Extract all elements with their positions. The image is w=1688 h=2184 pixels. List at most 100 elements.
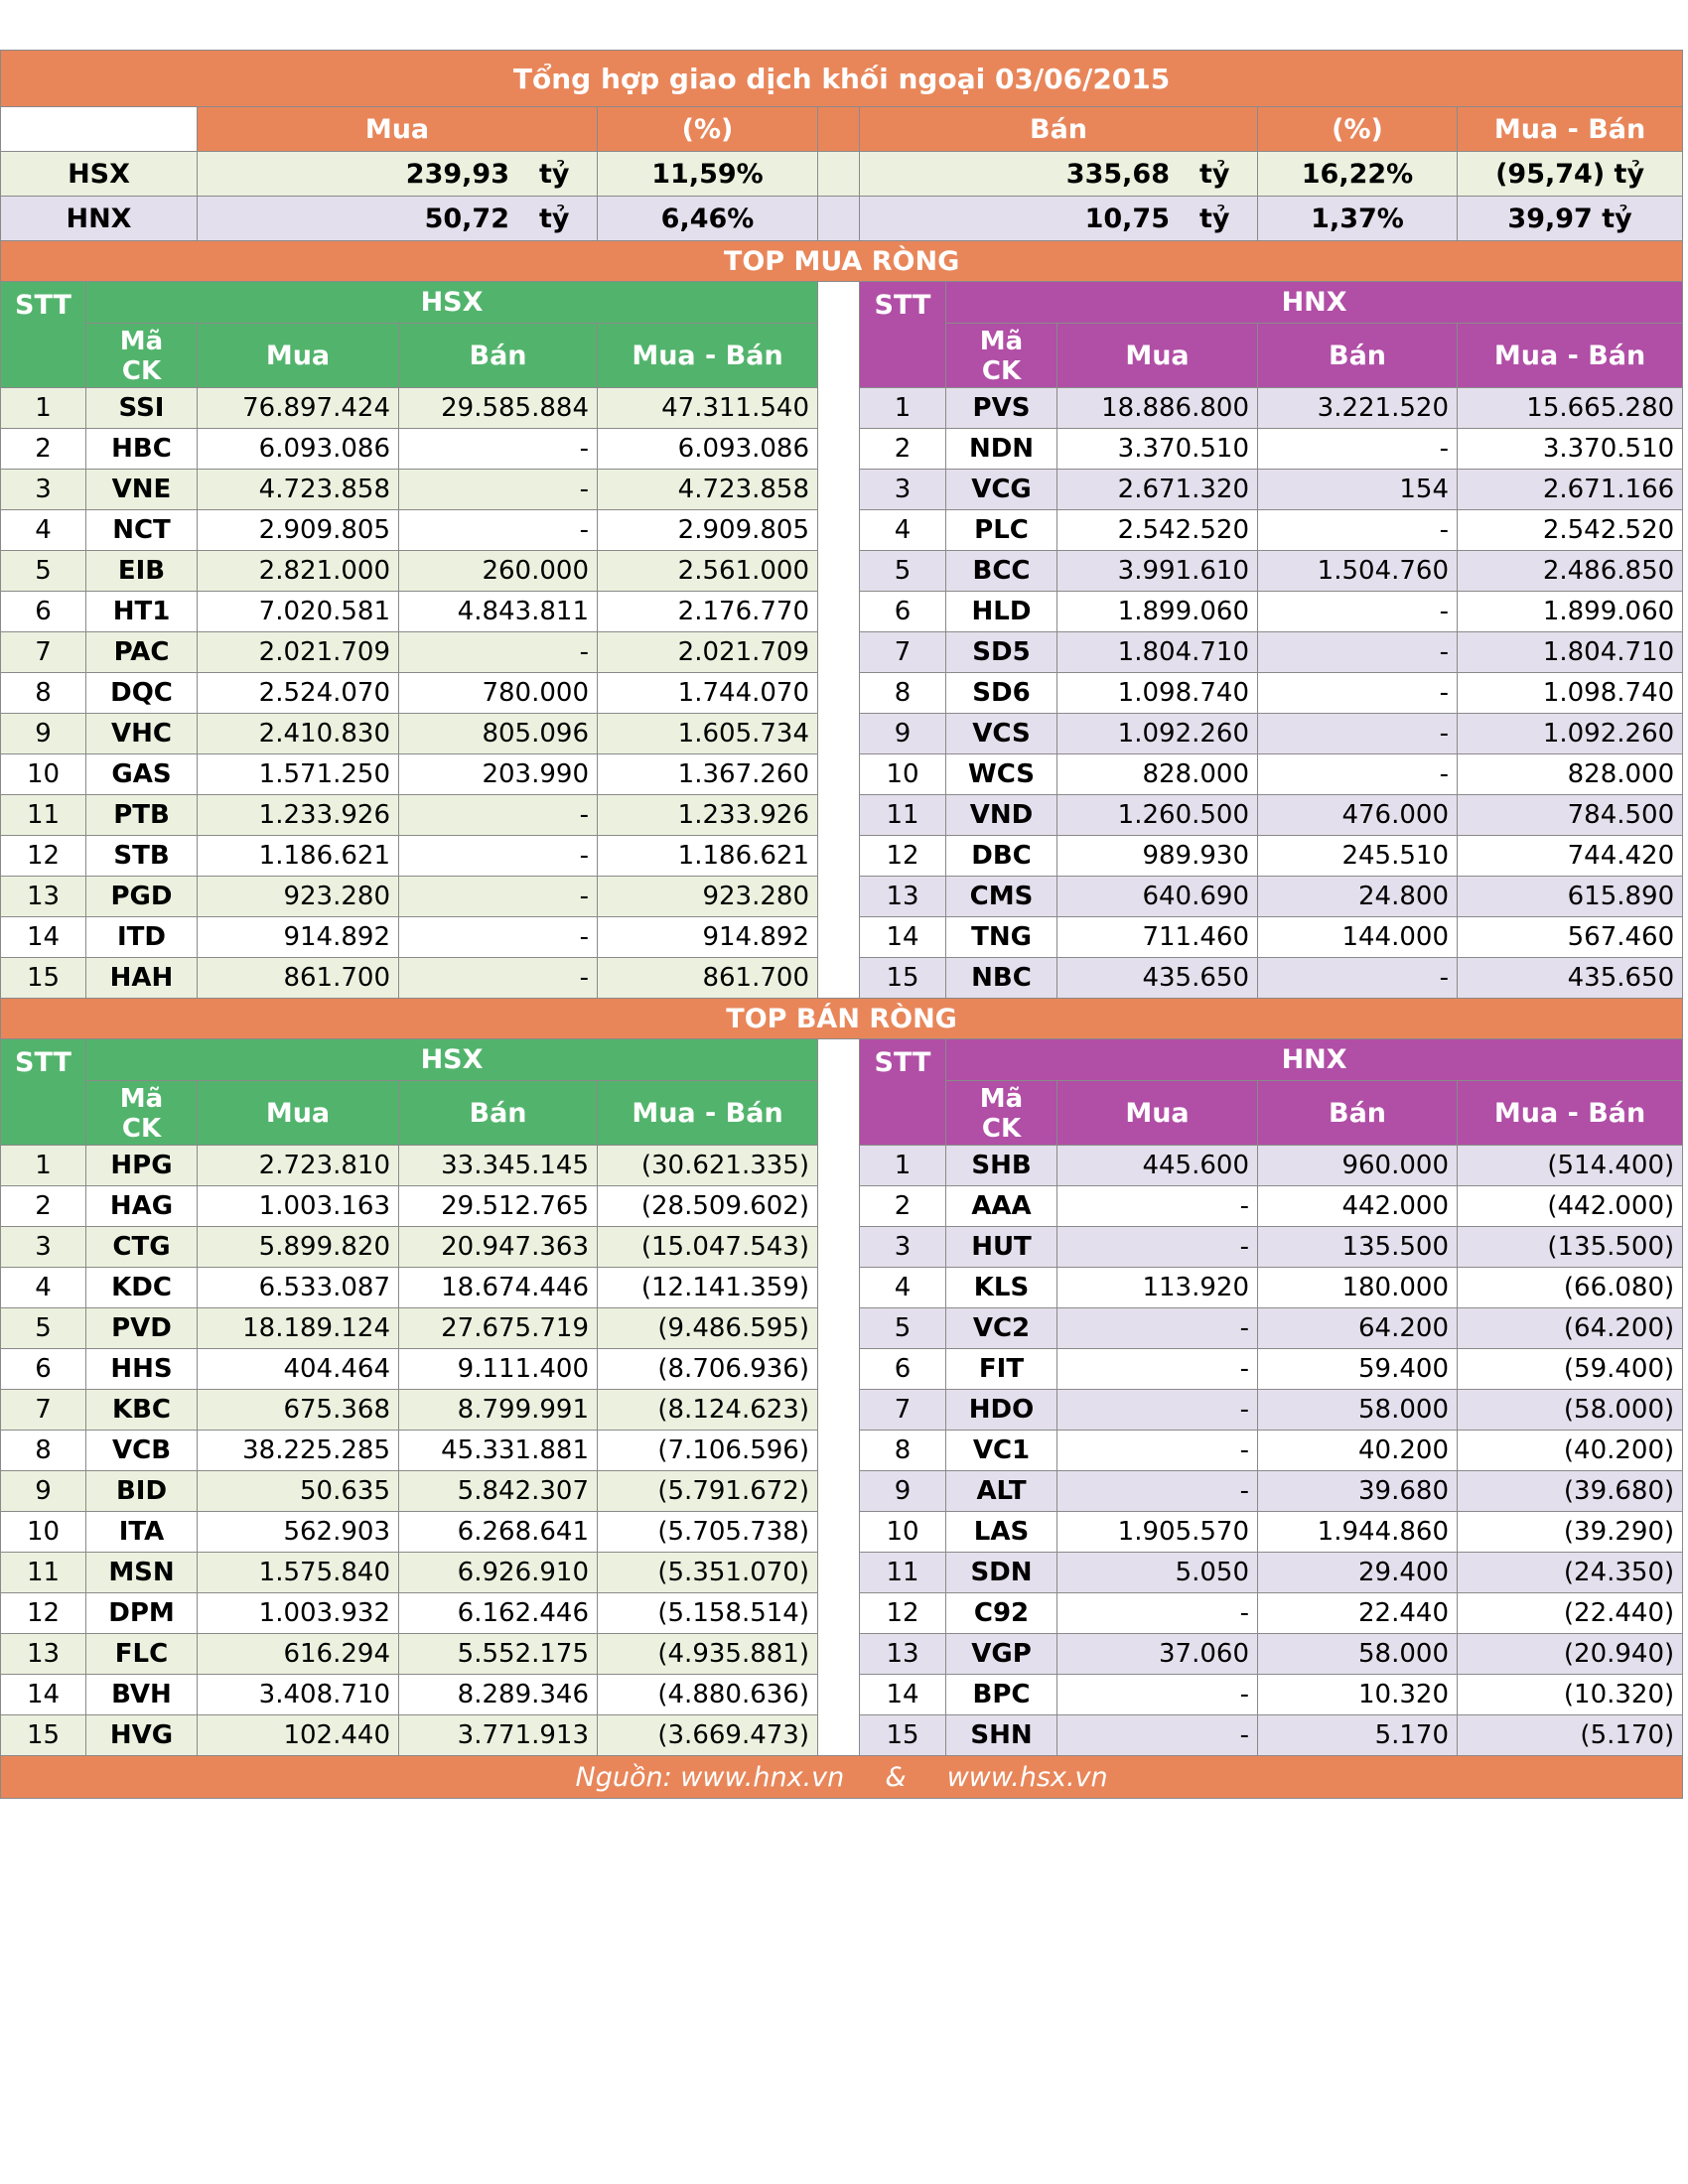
row-code: NDN — [945, 428, 1057, 470]
table-row: 2 HBC 6.093.086-6.093.086 2 NDN 3.370.510-3.3… — [0, 428, 1684, 470]
ma-header: Mã — [119, 1084, 164, 1114]
row-code: DBC — [945, 835, 1057, 877]
row-code: PLC — [945, 509, 1057, 551]
row-sell: 58.000 — [1257, 1389, 1458, 1431]
row-sell: - — [1257, 591, 1458, 632]
table-row: 12 DPM 1.003.932 6.162.446 (5.158.514) 12 C92-… — [0, 1592, 1684, 1634]
row-net: 4.723.858 — [597, 469, 818, 510]
row-code: PVD — [85, 1307, 198, 1349]
row-net: 1.233.926 — [597, 794, 818, 836]
row-sell: 59.400 — [1257, 1348, 1458, 1390]
row-sell: 442.000 — [1257, 1185, 1458, 1227]
row-sell: - — [398, 794, 598, 836]
row-code: WCS — [945, 753, 1057, 795]
row-stt: 1 — [0, 387, 86, 429]
row-buy: 6.093.086 — [197, 428, 399, 470]
row-buy: 2.524.070 — [197, 672, 399, 714]
row-net: (442.000) — [1456, 1185, 1684, 1227]
row-sell: - — [1257, 428, 1458, 470]
source-footer: Nguồn: www.hnx.vn & www.hsx.vn — [0, 1755, 1684, 1799]
row-code: VND — [945, 794, 1057, 836]
table-row: 15 HVG 102.440 3.771.913 (3.669.473) 15 SHN -5.… — [0, 1714, 1684, 1756]
top-buy-title-row: TOP MUA RÒNG — [0, 240, 1684, 282]
row-code: NCT — [85, 509, 198, 551]
column-gap — [817, 550, 860, 592]
row-code: FLC — [85, 1633, 198, 1675]
row-sell: - — [398, 469, 598, 510]
row-buy: 113.920 — [1056, 1267, 1258, 1308]
row-stt: 9 — [0, 713, 86, 754]
row-code: HPG — [85, 1145, 198, 1186]
row-net: (9.486.595) — [597, 1307, 818, 1349]
table-row: 13 PGD 923.280-923.280 13 CMS 640.690 24.800 61… — [0, 876, 1684, 917]
row-net: 2.671.166 — [1456, 469, 1684, 510]
table-row: 9 VHC 2.410.830 805.096 1.605.734 9 VCS 1.092.2… — [0, 713, 1684, 754]
column-gap — [817, 281, 860, 388]
column-gap — [817, 1185, 860, 1227]
row-stt: 7 — [859, 1389, 946, 1431]
row-net: 1.098.740 — [1456, 672, 1684, 714]
row-net: (39.290) — [1456, 1511, 1684, 1553]
row-code: EIB — [85, 550, 198, 592]
row-code: HBC — [85, 428, 198, 470]
row-code: VCS — [945, 713, 1057, 754]
row-sell: 33.345.145 — [398, 1145, 598, 1186]
row-sell: - — [1257, 713, 1458, 754]
column-gap — [817, 1226, 860, 1268]
ck-header: CK — [981, 356, 1022, 386]
row-net: (3.669.473) — [597, 1714, 818, 1756]
row-net: (514.400) — [1456, 1145, 1684, 1186]
row-buy: 1.003.163 — [197, 1185, 399, 1227]
row-sell: 960.000 — [1257, 1145, 1458, 1186]
row-code: HAH — [85, 957, 198, 999]
row-code: CTG — [85, 1226, 198, 1268]
row-sell: 805.096 — [398, 713, 598, 754]
row-code: VHC — [85, 713, 198, 754]
column-gap — [817, 1714, 860, 1756]
row-stt: 13 — [0, 1633, 86, 1675]
row-buy: 3.991.610 — [1056, 550, 1258, 592]
row-code: VGP — [945, 1633, 1057, 1675]
column-gap — [817, 387, 860, 429]
row-code: PAC — [85, 631, 198, 673]
row-buy: 1.905.570 — [1056, 1511, 1258, 1553]
row-sell: - — [398, 916, 598, 958]
row-sell: 4.843.811 — [398, 591, 598, 632]
row-code: SDN — [945, 1552, 1057, 1593]
row-sell: 22.440 — [1257, 1592, 1458, 1634]
row-code: VCB — [85, 1430, 198, 1471]
row-code: LAS — [945, 1511, 1057, 1553]
row-stt: 6 — [0, 591, 86, 632]
row-net: 567.460 — [1456, 916, 1684, 958]
row-stt: 2 — [0, 428, 86, 470]
row-net: (4.880.636) — [597, 1674, 818, 1715]
row-net: (20.940) — [1456, 1633, 1684, 1675]
summary-exchange: HSX — [0, 151, 198, 197]
row-stt: 7 — [0, 1389, 86, 1431]
table-row: 3 CTG 5.899.820 20.947.363 (15.047.543) 3 HUT -… — [0, 1226, 1684, 1268]
row-code: STB — [85, 835, 198, 877]
summary-buy-pct: 11,59% — [597, 151, 818, 197]
row-code: SHN — [945, 1714, 1057, 1756]
row-sell: - — [1257, 509, 1458, 551]
row-sell: 780.000 — [398, 672, 598, 714]
column-gap — [817, 713, 860, 754]
row-sell: 29.400 — [1257, 1552, 1458, 1593]
row-buy: 828.000 — [1056, 753, 1258, 795]
row-sell: 29.512.765 — [398, 1185, 598, 1227]
summary-buy-pct: 6,46% — [597, 196, 818, 241]
row-buy: - — [1056, 1307, 1258, 1349]
row-sell: 40.200 — [1257, 1430, 1458, 1471]
row-net: (5.158.514) — [597, 1592, 818, 1634]
row-stt: 5 — [859, 1307, 946, 1349]
row-buy: 1.804.710 — [1056, 631, 1258, 673]
summary-sell-pct: 1,37% — [1257, 196, 1458, 241]
row-stt: 2 — [0, 1185, 86, 1227]
column-gap — [817, 916, 860, 958]
summary-sell-pct-header: (%) — [1257, 106, 1458, 152]
table-row: 10 ITA 562.903 6.268.641 (5.705.738) 10 LAS 1.9… — [0, 1511, 1684, 1553]
buy-header: Mua — [197, 1080, 399, 1146]
row-code: BPC — [945, 1674, 1057, 1715]
stt-header: STT — [0, 281, 86, 388]
row-buy: 37.060 — [1056, 1633, 1258, 1675]
